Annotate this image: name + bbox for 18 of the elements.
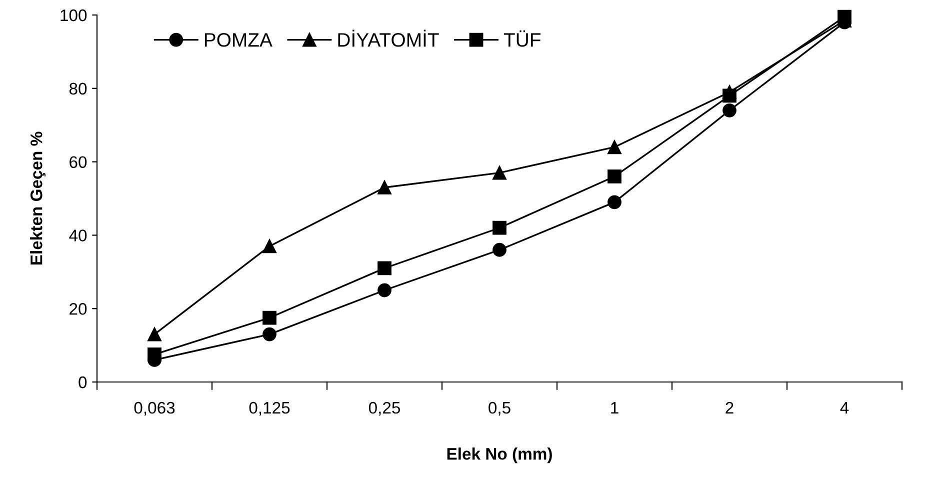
y-tick-label: 100 bbox=[60, 9, 87, 22]
y-tick-label: 60 bbox=[70, 156, 87, 168]
x-tick-label: 2 bbox=[726, 402, 734, 414]
x-tick-label: 0,125 bbox=[249, 402, 290, 416]
x-tick-label: 0,25 bbox=[368, 402, 400, 416]
x-tick-label: 0,5 bbox=[488, 402, 510, 416]
x-tick-label: 1 bbox=[611, 402, 618, 414]
legend-label: POMZA bbox=[204, 33, 272, 47]
y-tick-label: 80 bbox=[69, 82, 87, 95]
x-axis-title: Elek No (mm) bbox=[447, 448, 552, 464]
y-tick-label: 40 bbox=[69, 230, 87, 242]
y-tick-label: 20 bbox=[70, 303, 87, 315]
y-axis-title: Elekten Geçen % bbox=[30, 132, 46, 265]
legend-label: DİYATOMİT bbox=[338, 30, 439, 47]
legend-label: TÜF bbox=[504, 30, 540, 47]
x-tick-label: 0,063 bbox=[134, 402, 175, 416]
y-tick-label: 0 bbox=[78, 376, 87, 388]
x-tick-label: 4 bbox=[840, 402, 849, 414]
